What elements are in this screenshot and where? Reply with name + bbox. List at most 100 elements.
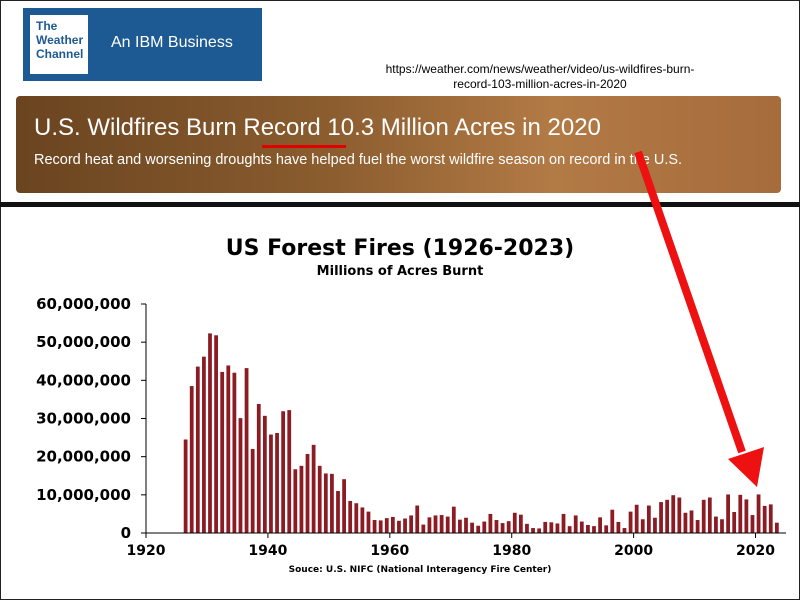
bar-1946 (305, 454, 310, 533)
bar-2023 (774, 522, 779, 533)
bar-1995 (604, 525, 609, 533)
bar-1985 (543, 521, 548, 533)
x-tick-label: 1940 (248, 543, 287, 559)
bar-1992 (586, 524, 590, 533)
bar-1927 (189, 386, 194, 533)
bar-1940 (269, 434, 273, 533)
bar-1943 (287, 410, 292, 533)
arrow-head (728, 447, 764, 487)
bar-1977 (494, 520, 499, 533)
y-tick-label: 40,000,000 (36, 371, 131, 389)
bar-2000 (634, 504, 639, 533)
bar-1983 (531, 528, 535, 533)
y-tick-label: 60,000,000 (36, 295, 131, 313)
bar-1999 (628, 511, 633, 533)
bar-2022 (768, 504, 773, 534)
bar-1934 (232, 372, 237, 533)
bar-2013 (714, 516, 718, 533)
bar-1941 (275, 433, 279, 533)
bar-2001 (640, 519, 645, 533)
bar-1953 (348, 500, 353, 533)
bar-1931 (214, 335, 218, 533)
bar-1957 (372, 520, 377, 533)
bar-1986 (549, 522, 554, 533)
arrow-shaft (634, 150, 746, 454)
bar-1969 (445, 516, 450, 533)
bar-2003 (653, 517, 657, 533)
bar-2008 (683, 512, 688, 533)
bar-1944 (293, 469, 298, 533)
bar-2010 (695, 520, 700, 533)
bar-1960 (390, 516, 395, 533)
bar-1991 (579, 521, 584, 533)
bar-2005 (665, 499, 670, 533)
bar-1993 (592, 526, 596, 533)
bar-1979 (506, 521, 511, 533)
bar-1976 (488, 513, 493, 533)
bar-1956 (366, 511, 371, 533)
bar-1966 (427, 517, 432, 533)
bar-2002 (646, 505, 651, 533)
bar-1994 (598, 517, 602, 533)
article-banner[interactable]: U.S. Wildfires Burn Record 10.3 Million … (16, 96, 781, 193)
annotation-arrow (634, 150, 764, 487)
bar-2017 (738, 494, 743, 533)
chart-source: Souce: U.S. NIFC (National Interagency F… (288, 565, 552, 575)
x-tick-label: 1960 (370, 543, 409, 559)
bar-2007 (677, 497, 682, 533)
bars-group (183, 333, 779, 534)
chart-subtitle: Millions of Acres Burnt (316, 264, 484, 279)
bar-1937 (250, 449, 255, 533)
source-url-line-2: record-103-million-acres-in-2020 (453, 77, 627, 91)
bar-1964 (415, 505, 420, 533)
bar-2011 (701, 499, 706, 533)
bar-1958 (378, 520, 383, 533)
x-tick-label: 1920 (127, 543, 166, 559)
bar-1970 (451, 506, 456, 533)
bar-1968 (439, 515, 444, 533)
bar-1981 (518, 514, 523, 533)
bar-1952 (342, 479, 346, 533)
bar-2015 (726, 494, 730, 533)
bar-2018 (744, 499, 749, 533)
bar-1936 (244, 368, 249, 533)
logo-wordmark: The Weather Channel (30, 15, 88, 74)
logo-line-3: Channel (36, 47, 84, 61)
y-tick-label: 30,000,000 (36, 410, 131, 428)
bar-1949 (323, 473, 328, 533)
bar-1962 (403, 518, 407, 533)
x-tick-label: 2000 (614, 543, 653, 559)
ticks-group: 0 10,000,000 20,000,000 30,000,000 40,000,00… (36, 295, 775, 559)
bar-1967 (433, 515, 438, 533)
y-tick-label: 20,000,000 (36, 448, 131, 466)
bar-1965 (421, 524, 426, 533)
bar-1987 (555, 523, 560, 533)
y-tick-label: 0 (121, 524, 131, 542)
bar-1928 (195, 366, 200, 533)
bar-1926 (183, 439, 188, 533)
bar-2021 (762, 505, 767, 533)
bar-1984 (537, 528, 542, 533)
bar-1939 (262, 415, 267, 533)
bar-1950 (330, 473, 334, 533)
bar-2016 (732, 512, 737, 533)
weather-channel-logo[interactable]: The Weather Channel An IBM Business (23, 8, 262, 81)
bar-1955 (360, 507, 365, 533)
bar-1980 (512, 512, 517, 533)
bar-2012 (707, 497, 712, 533)
bar-1975 (482, 521, 487, 533)
chart-title: US Forest Fires (1926-2023) (225, 236, 575, 261)
x-tick-label: 2020 (736, 543, 775, 559)
logo-line-2: Weather (36, 33, 84, 47)
bar-2004 (659, 502, 663, 533)
banner-subtitle: Record heat and worsening droughts have … (34, 152, 683, 168)
bar-1959 (384, 518, 389, 533)
bar-1997 (616, 521, 621, 533)
source-url[interactable]: https://weather.com/news/weather/video/u… (340, 62, 740, 92)
bar-1989 (567, 526, 572, 533)
bar-1938 (256, 404, 261, 533)
bar-1929 (202, 356, 206, 533)
bar-1971 (458, 519, 462, 533)
bar-1947 (311, 444, 316, 533)
bar-1972 (464, 517, 468, 533)
